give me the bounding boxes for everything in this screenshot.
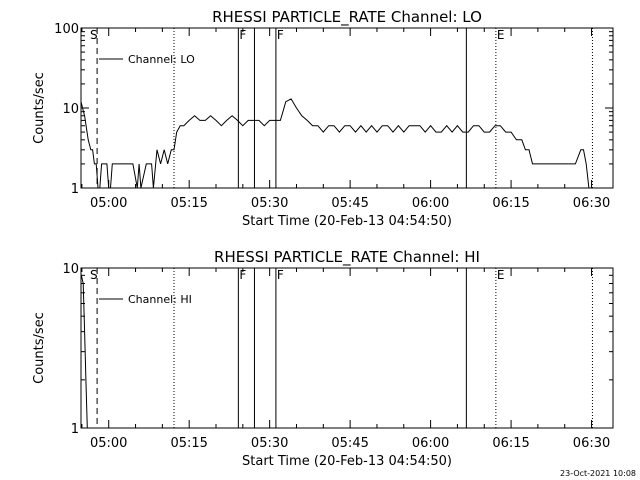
y-tick-label: 10 (62, 102, 79, 117)
x-tick-label: 06:00 (412, 196, 449, 211)
y-tick-label: 100 (54, 22, 79, 37)
event-marker-label: F (277, 28, 284, 42)
x-tick-label: 05:15 (170, 436, 207, 451)
footer-timestamp: 23-Oct-2021 10:08 (560, 469, 636, 478)
y-axis-label: Counts/sec (32, 72, 47, 144)
data-series-line (81, 275, 88, 428)
chart-panel-1: RHESSI PARTICLE_RATE Channel: LO Start Ti… (32, 8, 614, 229)
event-marker-label: E (497, 268, 505, 282)
x-tick-label: 05:45 (331, 196, 368, 211)
x-tick-label: 05:15 (170, 196, 207, 211)
chart-panels: RHESSI PARTICLE_RATE Channel: LO Start Ti… (32, 8, 614, 469)
event-marker-label: S (90, 268, 98, 282)
x-axis-label: Start Time (20-Feb-13 04:54:50) (242, 214, 452, 229)
x-axis-label: Start Time (20-Feb-13 04:54:50) (242, 454, 452, 469)
x-tick-label: 06:00 (412, 436, 449, 451)
legend-label: Channel: HI (128, 293, 192, 306)
y-tick-label: 10 (62, 262, 79, 277)
x-tick-label: 05:00 (90, 436, 127, 451)
x-tick-label: 05:45 (331, 436, 368, 451)
x-tick-label: 05:30 (251, 196, 288, 211)
event-marker-label: F (239, 268, 246, 282)
event-marker-label: F (239, 28, 246, 42)
y-axis-label: Counts/sec (32, 312, 47, 384)
x-tick-label: 06:15 (492, 436, 529, 451)
chart-title: RHESSI PARTICLE_RATE Channel: LO (212, 8, 482, 27)
event-marker-label: F (277, 268, 284, 282)
x-tick-label: 06:15 (492, 196, 529, 211)
event-marker-label: E (497, 28, 505, 42)
x-tick-label: 05:30 (251, 436, 288, 451)
y-tick-label: 1 (71, 422, 79, 437)
plot-frame (80, 267, 614, 429)
chart-title: RHESSI PARTICLE_RATE Channel: HI (214, 248, 480, 267)
x-tick-label: 05:00 (90, 196, 127, 211)
event-marker-label: S (90, 28, 98, 42)
data-series-line (81, 98, 590, 188)
x-tick-label: 06:30 (573, 196, 610, 211)
x-tick-label: 06:30 (573, 436, 610, 451)
legend-label: Channel: LO (128, 53, 195, 66)
chart-panel-2: RHESSI PARTICLE_RATE Channel: HI Start Ti… (32, 248, 614, 469)
y-tick-label: 1 (71, 182, 79, 197)
